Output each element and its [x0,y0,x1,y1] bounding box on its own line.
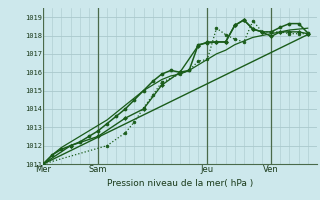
X-axis label: Pression niveau de la mer( hPa ): Pression niveau de la mer( hPa ) [107,179,253,188]
